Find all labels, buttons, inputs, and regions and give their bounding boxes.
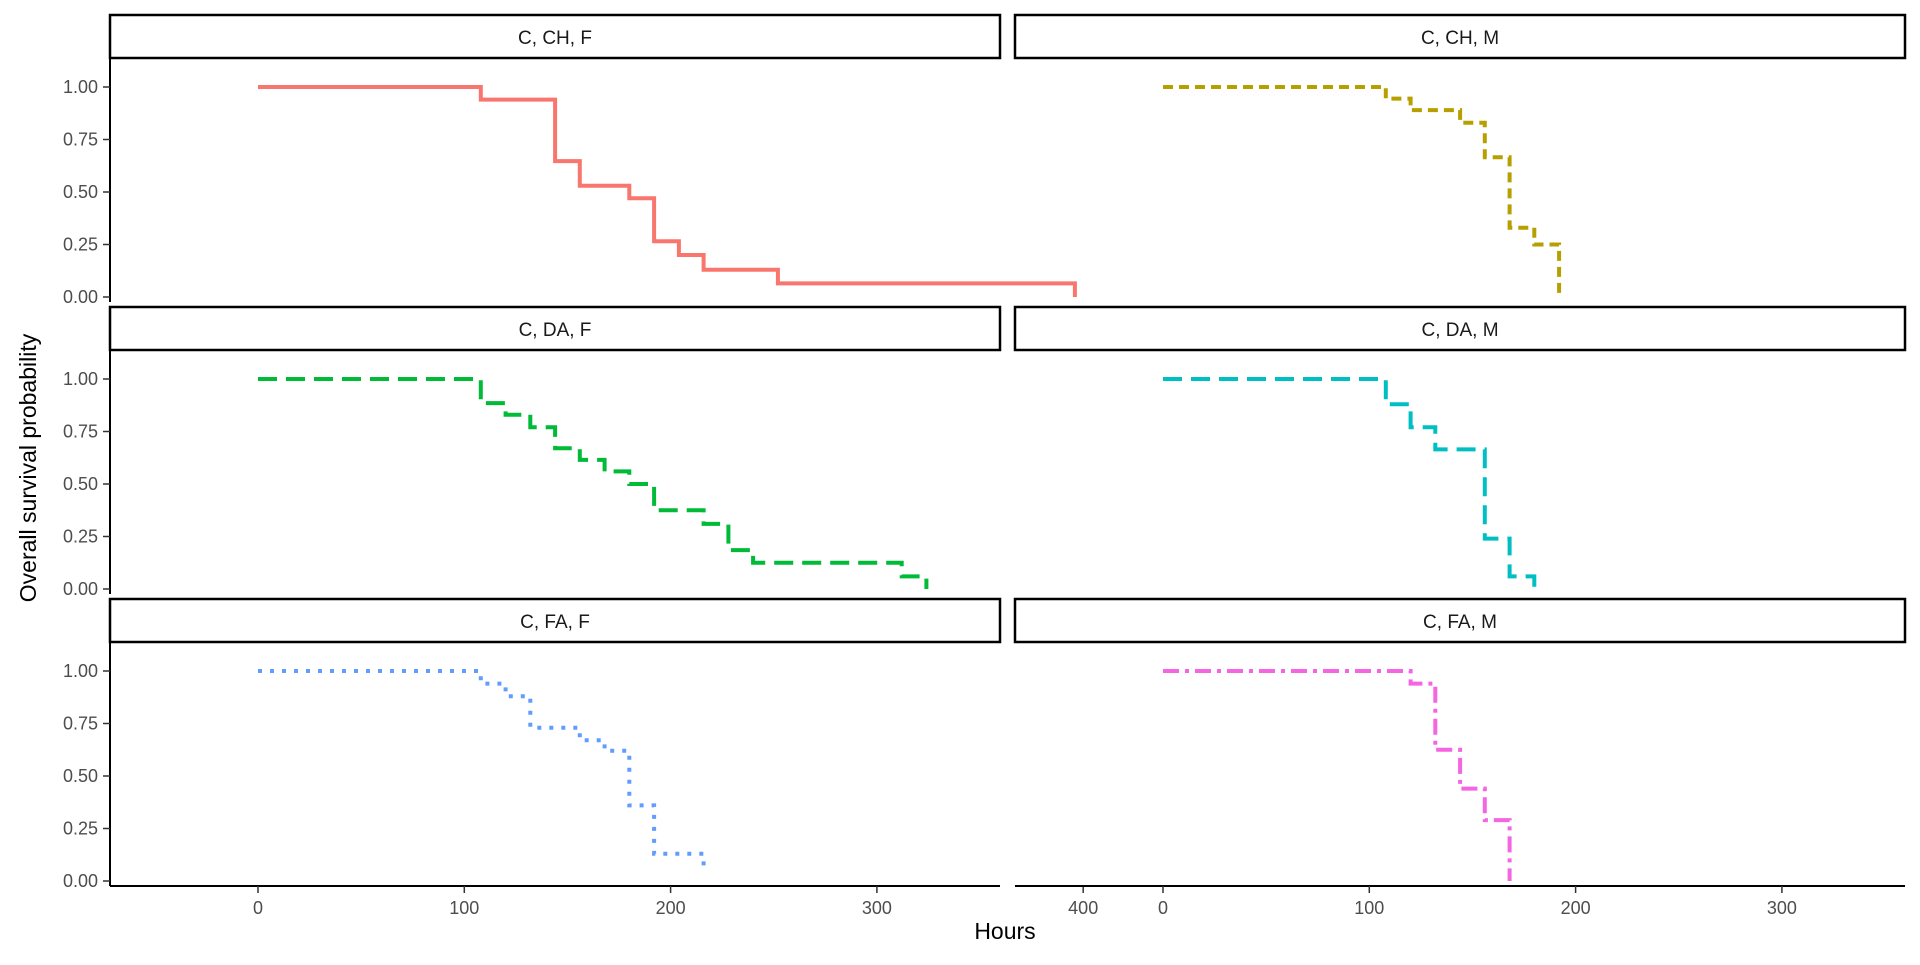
x-axis-title: Hours <box>974 918 1035 944</box>
facet-strip-label: C, DA, F <box>519 320 592 341</box>
y-tick-label: 1.00 <box>63 77 98 97</box>
survival-curve <box>258 669 706 873</box>
y-tick-label: 0.25 <box>63 235 98 255</box>
facet-strip-label: C, DA, M <box>1421 320 1498 341</box>
panel-1: C, CH, F 0.00 0.25 0.50 0.75 1.00 <box>63 13 1077 307</box>
x-tick-label: 100 <box>1354 898 1384 918</box>
facet-strip <box>1013 597 1907 644</box>
panel-6: C, FA, M 0 100 200 300 400 <box>1013 597 1907 918</box>
survival-curve <box>258 377 929 589</box>
y-tick-label: 0.25 <box>63 527 98 547</box>
survival-curve <box>1163 85 1562 297</box>
y-tick-label: 0.50 <box>63 766 98 786</box>
panel-4: C, DA, M <box>1013 305 1907 589</box>
survival-curve <box>1163 377 1537 589</box>
survival-curve <box>258 85 1077 297</box>
x-tick-label: 200 <box>656 898 686 918</box>
facet-strip-label: C, FA, M <box>1423 612 1497 633</box>
y-tick-label: 0.00 <box>63 871 98 891</box>
y-tick-label: 0.25 <box>63 819 98 839</box>
x-tick-label: 0 <box>253 898 263 918</box>
y-tick-label: 1.00 <box>63 369 98 389</box>
x-tick-label: 300 <box>862 898 892 918</box>
y-tick-label: 0.75 <box>63 714 98 734</box>
facet-strip-label: C, CH, F <box>518 28 592 49</box>
y-tick-label: 0.75 <box>63 130 98 150</box>
facet-strip <box>1013 13 1907 60</box>
panel-3: C, DA, F 0.00 0.25 0.50 0.75 1.00 <box>63 305 1002 599</box>
y-tick-label: 0.00 <box>63 579 98 599</box>
facet-strip <box>1013 305 1907 352</box>
x-tick-label: 0 <box>1158 898 1168 918</box>
facet-strip-label: C, FA, F <box>520 612 590 633</box>
panel-5: C, FA, F 0.00 0.25 0.50 0.75 1.00 0 100 200 300 40… <box>63 597 1098 918</box>
panel-2: C, CH, M <box>1013 13 1907 297</box>
y-tick-label: 0.50 <box>63 182 98 202</box>
x-tick-label: 300 <box>1767 898 1797 918</box>
survival-curve <box>1163 669 1512 881</box>
y-tick-label: 0.50 <box>63 474 98 494</box>
facet-strip <box>108 13 1002 60</box>
x-tick-label: 100 <box>449 898 479 918</box>
facet-strip-label: C, CH, M <box>1421 28 1499 49</box>
x-tick-label: 400 <box>1068 898 1098 918</box>
facet-strip <box>108 305 1002 352</box>
y-tick-label: 0.75 <box>63 422 98 442</box>
x-tick-label: 200 <box>1561 898 1591 918</box>
panels-layer: C, CH, F 0.00 0.25 0.50 0.75 1.00 C, CH, M C, D… <box>63 13 1907 918</box>
y-axis-title: Overall survival probability <box>15 333 41 602</box>
y-tick-label: 0.00 <box>63 287 98 307</box>
y-tick-label: 1.00 <box>63 661 98 681</box>
facet-strip <box>108 597 1002 644</box>
